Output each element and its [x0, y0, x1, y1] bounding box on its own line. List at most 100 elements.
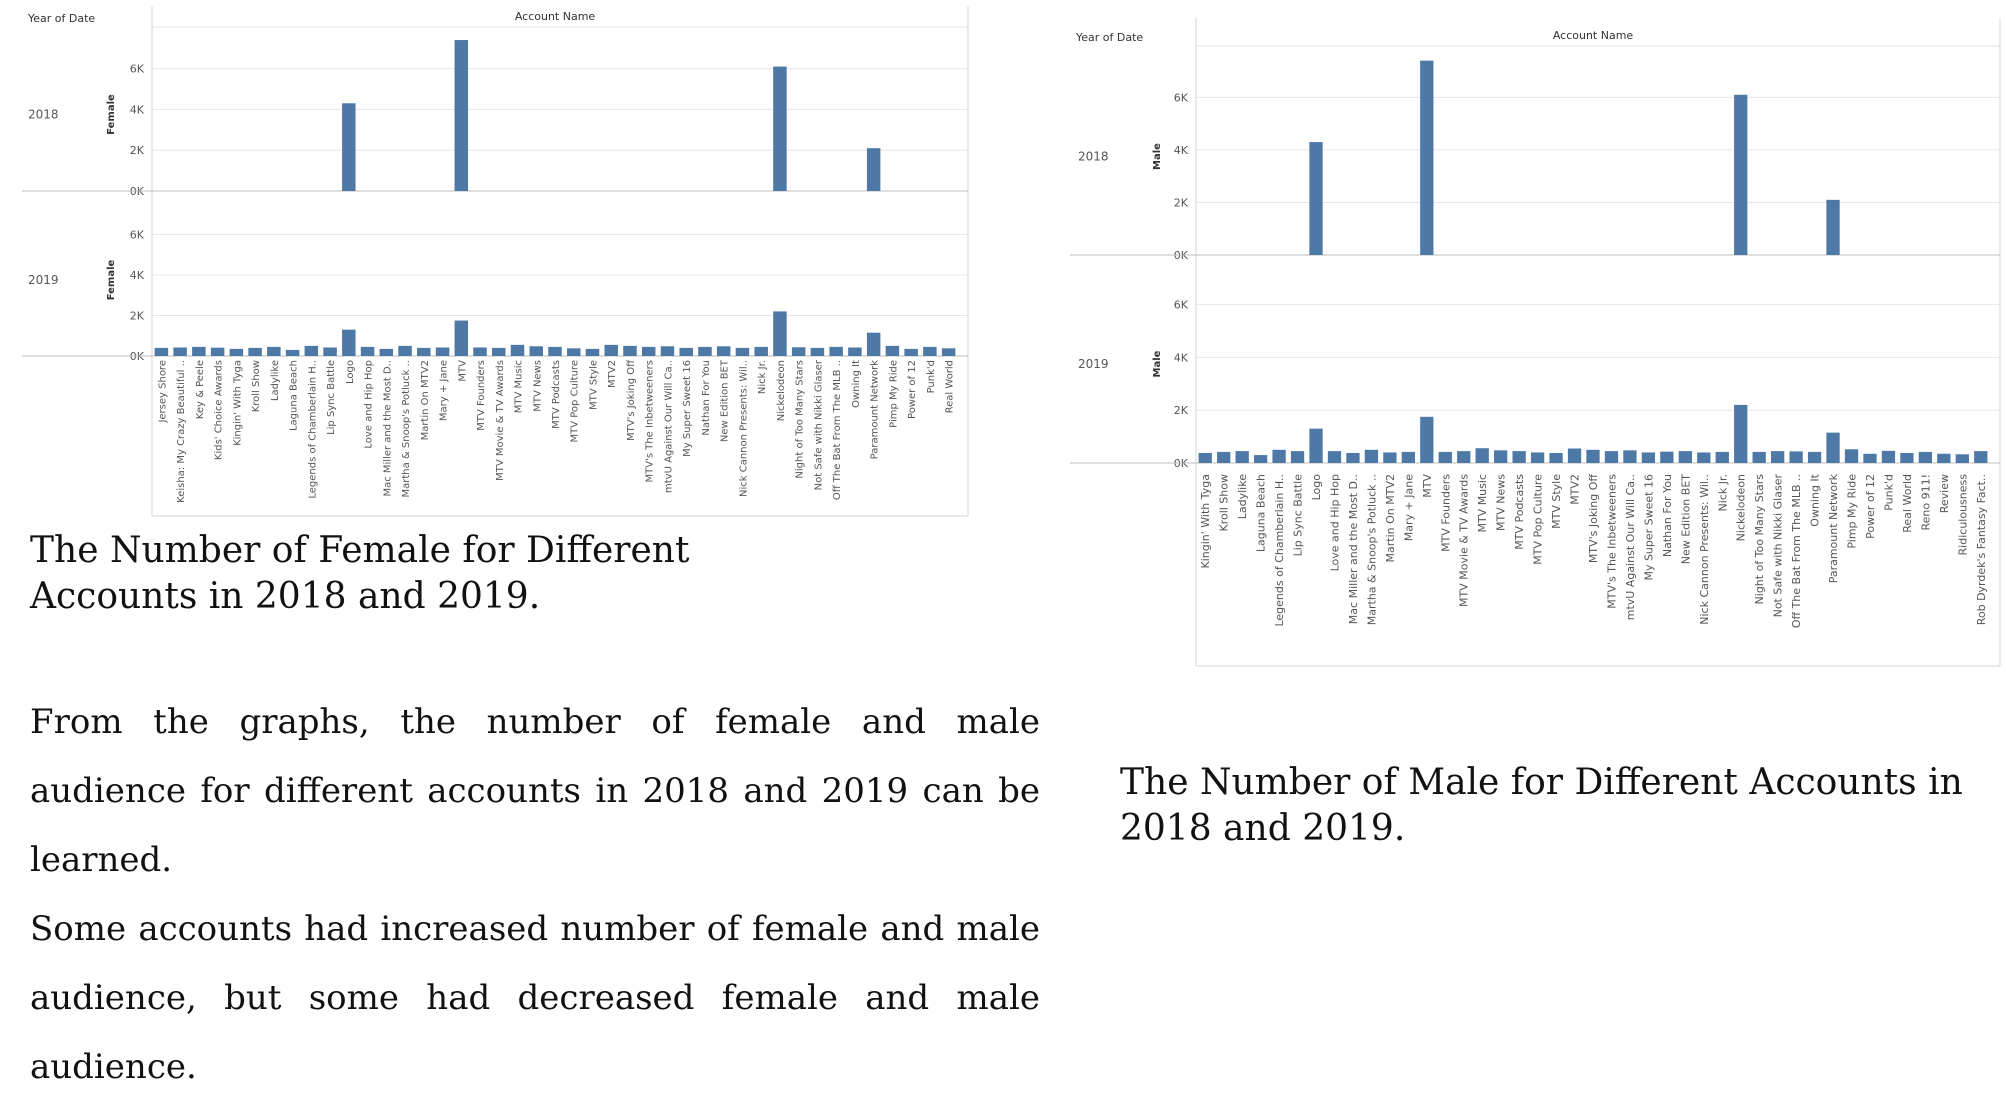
bar-2019: [660, 346, 675, 356]
bar-2019: [1863, 453, 1877, 463]
bar-2019: [1918, 451, 1933, 463]
category-label: Paramount Network: [1827, 473, 1840, 583]
category-label: Kroll Show: [1218, 474, 1231, 532]
category-label: Real World: [945, 360, 956, 413]
category-label: Martha & Snoop's Potluck ..: [1365, 474, 1378, 625]
bar-2018: [773, 66, 787, 191]
category-label: Rob Dyrdek's Fantasy Fact..: [1975, 474, 1988, 625]
bar-2019: [1641, 452, 1656, 463]
measure-axis-title: Male: [1152, 350, 1163, 377]
bar-2019: [173, 347, 187, 356]
bar-2019: [548, 346, 562, 356]
category-label: Review: [1938, 474, 1951, 513]
bar-2019: [623, 345, 637, 356]
bar-2019: [229, 348, 244, 356]
bar-2019: [1309, 428, 1323, 463]
y-tick-label: 4K: [130, 269, 145, 282]
category-label: Pimp My Ride: [888, 360, 899, 428]
header-account-name: Account Name: [1553, 29, 1634, 42]
y-tick-label: 4K: [130, 103, 145, 116]
bar-2019: [342, 329, 356, 356]
category-label: MTV's Joking Off: [1587, 474, 1600, 563]
bar-2019: [1734, 404, 1748, 463]
category-label: MTV Founders: [1439, 474, 1452, 552]
y-tick-label: 2K: [1174, 196, 1189, 209]
bar-2018: [866, 148, 881, 191]
female-chart: Year of Date Account Name 0K 2K 4K 6K 2018 Fema…: [0, 0, 980, 520]
bar-2018: [1420, 60, 1434, 256]
bar-2019: [1494, 450, 1508, 463]
category-label: Love and Hip Hop: [1328, 474, 1341, 571]
category-label: Paramount Network: [870, 360, 881, 460]
bar-2019: [810, 347, 825, 356]
category-label: Nathan For You: [1661, 474, 1674, 557]
category-label: Nick Cannon Presents: Wil..: [1698, 474, 1711, 625]
bar-2019: [1771, 451, 1785, 463]
category-label: Ridiculousness: [1956, 474, 1969, 556]
row-label-2018: 2018: [1078, 150, 1109, 164]
bar-2019: [1272, 449, 1286, 463]
category-label: Mac Miller and the Most D..: [382, 360, 393, 497]
category-label: Mary + Jane: [1402, 474, 1415, 541]
bar-2019: [210, 347, 225, 356]
category-label: Night of Too Many Stars: [1753, 474, 1766, 605]
category-label: Jersey Shore: [157, 360, 168, 424]
category-label: Logo: [1310, 474, 1323, 501]
y-tick-label: 6K: [1174, 91, 1189, 104]
male-chart: Year of Date Account Name 0K 2K 4K 6K 2018 Male…: [1060, 10, 2006, 670]
category-label: My Super Sweet 16: [1642, 474, 1655, 581]
bar-2019: [1974, 451, 1988, 463]
bar-2019: [192, 346, 206, 356]
bar-2019: [773, 311, 787, 356]
category-label: MTV2: [1569, 474, 1582, 505]
bar-2019: [923, 346, 937, 356]
row-label-2019: 2019: [1078, 357, 1109, 371]
body-paragraph-1: From the graphs, the number of female an…: [30, 702, 1040, 880]
bar-2019: [1604, 451, 1619, 463]
category-label: Laguna Beach: [289, 360, 300, 431]
row-label-2018: 2018: [28, 108, 59, 122]
category-label: New Edition BET: [720, 359, 731, 442]
y-tick-label: 2K: [1174, 404, 1189, 417]
category-label: Not Safe with Nikki Glaser: [1772, 474, 1785, 618]
category-label: MTV: [1421, 474, 1434, 498]
category-label: MTV Music: [1476, 474, 1489, 533]
bar-2019: [1955, 454, 1969, 463]
category-label: MTV Style: [588, 360, 599, 410]
bar-2019: [1530, 452, 1545, 463]
y-tick-label: 2K: [130, 144, 145, 157]
bar-2019: [1420, 416, 1434, 463]
category-label: MTV Pop Culture: [1532, 474, 1545, 565]
bar-2019: [1198, 452, 1212, 463]
category-label: Legends of Chamberlain H..: [1273, 474, 1286, 627]
bar-2019: [1623, 450, 1637, 463]
bar-2019: [398, 345, 412, 356]
category-label: Laguna Beach: [1255, 474, 1268, 552]
bar-2019: [1253, 455, 1268, 463]
y-tick-label: 2K: [130, 309, 145, 322]
bar-2019: [904, 348, 918, 356]
bar-2019: [679, 347, 693, 356]
bar-2019: [1660, 451, 1674, 463]
category-label: MTV Movie & TV Awards: [1458, 474, 1471, 607]
bar-2018: [454, 40, 469, 191]
bar-2019: [604, 344, 618, 356]
bar-2019: [1235, 451, 1249, 463]
category-label: Key & Peele: [195, 360, 206, 419]
bar-2019: [529, 346, 544, 356]
bar-2019: [417, 347, 431, 356]
bar-2019: [1900, 452, 1914, 463]
bar-2019: [1807, 451, 1822, 463]
bar-2019: [1697, 452, 1711, 463]
measure-axis-title: Male: [1152, 143, 1163, 170]
category-label: Punk'd: [1882, 474, 1895, 511]
bar-2019: [304, 345, 319, 356]
category-label: MTV Music: [514, 360, 525, 413]
bar-2019: [492, 347, 506, 356]
category-label: MTV News: [1495, 474, 1508, 531]
category-label: MTV Podcasts: [551, 360, 562, 429]
measure-axis-title: Female: [106, 94, 117, 135]
category-label: Nickelodeon: [776, 360, 787, 421]
